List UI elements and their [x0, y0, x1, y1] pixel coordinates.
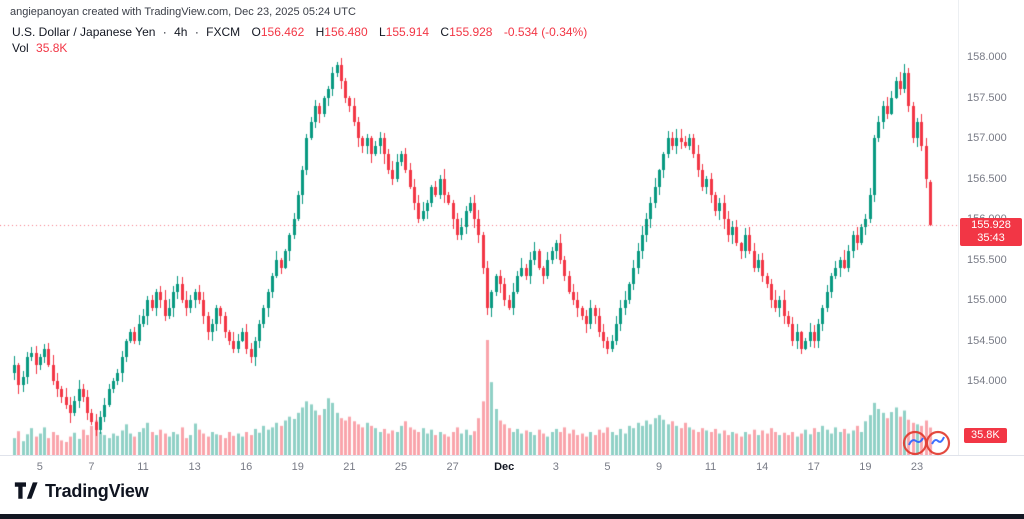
- close-value: 155.928: [449, 25, 493, 39]
- price-axis-label: 157.000: [967, 132, 1007, 144]
- high-label: H: [315, 25, 325, 39]
- time-axis-label: 7: [88, 461, 95, 473]
- time-axis-label: 23: [910, 461, 924, 473]
- tradingview-logo[interactable]: TradingView: [14, 480, 149, 502]
- open-value: 156.462: [260, 25, 305, 39]
- time-axis-label: 11: [137, 461, 149, 473]
- close-label: C: [440, 25, 450, 39]
- symbol-name[interactable]: U.S. Dollar / Japanese Yen: [12, 25, 156, 39]
- time-axis-label: Dec: [494, 461, 515, 473]
- time-axis-label: 21: [343, 461, 356, 473]
- stamp-icon: [902, 430, 954, 461]
- time-axis-label: 17: [807, 461, 820, 473]
- price-axis-label: 156.500: [967, 172, 1007, 185]
- time-axis-label: 14: [756, 461, 769, 473]
- time-axis[interactable]: 5 7 11 13 16 19 21 25 27 Dec 3 5 9 11 14 17 19 23: [0, 455, 1024, 480]
- legend-separator: ·: [194, 25, 199, 39]
- time-axis-label: 5: [36, 461, 43, 473]
- time-axis-label: 9: [655, 461, 663, 473]
- tradingview-logo-icon: [14, 482, 38, 499]
- price-badge-value: 155.928: [971, 218, 1011, 231]
- time-axis-label: 27: [446, 461, 459, 473]
- price-badge: 155.928 35:43: [960, 217, 1022, 246]
- bottom-bar: [0, 514, 1024, 519]
- time-axis-label: 5: [604, 461, 611, 473]
- price-axis-label: 155.000: [967, 294, 1007, 306]
- time-axis-label: 13: [188, 461, 201, 473]
- time-axis-label: 25: [394, 461, 408, 473]
- price-axis-label: 157.500: [967, 91, 1007, 104]
- low-label: L: [379, 25, 386, 39]
- low-value: 155.914: [385, 25, 430, 39]
- volume-label: Vol: [12, 41, 29, 55]
- legend-separator: ·: [162, 25, 167, 39]
- attribution-text: angiepanoyan created with TradingView.co…: [10, 6, 356, 18]
- time-axis-label: 11: [704, 461, 717, 473]
- price-badge-countdown: 35:43: [977, 231, 1005, 244]
- volume-badge: 35.8K: [964, 428, 1007, 443]
- open-label: O: [251, 25, 261, 39]
- price-axis-label: 155.500: [967, 253, 1007, 266]
- time-axis-label: 19: [291, 461, 304, 473]
- volume-value: 35.8K: [36, 41, 68, 55]
- exchange-label: FXCM: [206, 25, 241, 39]
- price-scale-divider: [958, 0, 959, 455]
- tradingview-brand-text: TradingView: [45, 480, 149, 501]
- change-value: -0.534 (-0.34%): [503, 25, 588, 39]
- price-scale[interactable]: 158.000157.500157.000156.500156.000155.5…: [959, 0, 1024, 455]
- price-axis-label: 154.000: [967, 375, 1007, 387]
- price-axis-label: 158.000: [967, 51, 1007, 63]
- interval-label[interactable]: 4h: [174, 25, 188, 39]
- price-axis-label: 154.500: [967, 334, 1007, 347]
- time-axis-label: 3: [552, 461, 559, 473]
- volume-legend: Vol 35.8K: [12, 41, 67, 55]
- time-axis-label: 16: [240, 461, 253, 473]
- high-value: 156.480: [324, 25, 368, 39]
- candlestick-chart-canvas[interactable]: [0, 0, 958, 455]
- time-axis-label: 19: [859, 461, 872, 473]
- symbol-legend: U.S. Dollar / Japanese Yen · 4h · FXCM O…: [12, 25, 587, 39]
